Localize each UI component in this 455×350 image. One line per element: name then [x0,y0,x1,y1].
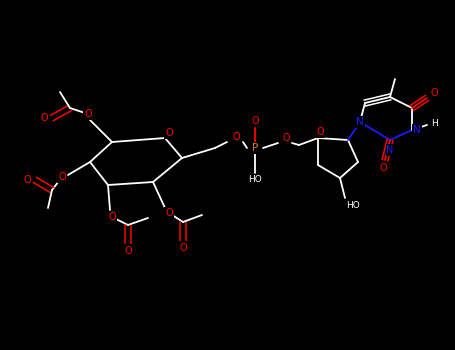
Text: HO: HO [248,175,262,184]
Text: O: O [316,127,324,137]
Text: H: H [430,119,437,127]
Text: O: O [23,175,31,185]
Text: O: O [379,163,387,173]
Text: O: O [232,132,240,142]
Text: O: O [179,243,187,253]
Text: O: O [124,246,132,256]
Text: N: N [413,125,421,135]
Text: N: N [386,145,394,155]
Text: O: O [58,172,66,182]
Text: N: N [356,117,364,127]
Text: O: O [165,208,173,218]
Text: HO: HO [346,202,360,210]
Text: O: O [108,212,116,222]
Text: O: O [430,88,438,98]
Text: O: O [84,109,92,119]
Text: O: O [282,133,290,143]
Text: O: O [165,128,173,138]
Text: O: O [251,116,259,126]
Text: P: P [252,143,258,153]
Text: O: O [40,113,48,123]
